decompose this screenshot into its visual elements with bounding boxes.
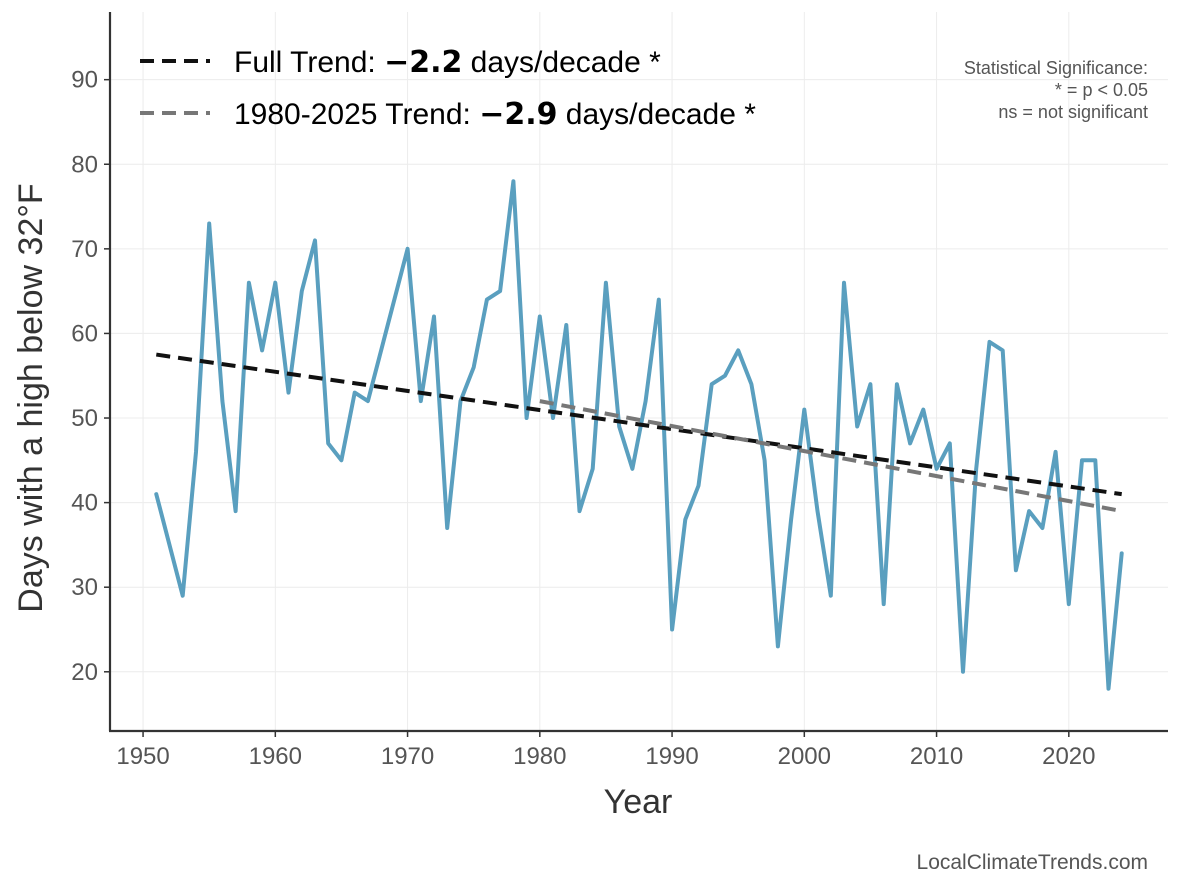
y-tick-label-40: 40 bbox=[71, 490, 98, 517]
source-credit: LocalClimateTrends.com bbox=[917, 851, 1148, 874]
y-tick-label-30: 30 bbox=[71, 574, 98, 601]
y-axis-title: Days with a high below 32°F bbox=[12, 183, 50, 612]
legend-full-trend-value: −2.2 bbox=[384, 45, 462, 80]
legend-full-trend-suffix: days/decade * bbox=[462, 46, 661, 79]
legend-recent-trend-value: −2.9 bbox=[479, 97, 557, 132]
x-tick-label-2000: 2000 bbox=[778, 743, 831, 770]
y-tick-label-80: 80 bbox=[71, 151, 98, 178]
x-axis-title: Year bbox=[604, 783, 673, 821]
y-tick-label-20: 20 bbox=[71, 659, 98, 686]
y-tick-label-90: 90 bbox=[71, 67, 98, 94]
x-tick-label-1970: 1970 bbox=[381, 743, 434, 770]
trend-layer bbox=[156, 352, 1123, 514]
x-tick-label-1950: 1950 bbox=[116, 743, 169, 770]
full-trend-line bbox=[156, 352, 1122, 497]
significance-title: Statistical Significance: bbox=[964, 58, 1148, 78]
legend-recent-trend-label: 1980-2025 Trend: bbox=[234, 98, 479, 131]
x-tick-label-2020: 2020 bbox=[1042, 743, 1095, 770]
legend-recent-trend-suffix: days/decade * bbox=[557, 98, 756, 131]
legend: Full Trend: −2.2 days/decade * 1980-2025… bbox=[140, 45, 756, 132]
significance-ns: ns = not significant bbox=[998, 102, 1148, 122]
x-axis-ticks: 1950 1960 1970 1980 1990 2000 2010 2020 bbox=[116, 731, 1096, 770]
legend-recent-trend: 1980-2025 Trend: −2.9 days/decade * bbox=[234, 97, 756, 132]
y-axis-ticks: 20 30 40 50 60 70 80 90 bbox=[71, 67, 110, 686]
y-tick-label-60: 60 bbox=[71, 320, 98, 347]
legend-full-trend-label: Full Trend: bbox=[234, 46, 384, 79]
significance-note: Statistical Significance: * = p < 0.05 n… bbox=[964, 58, 1148, 122]
legend-full-trend: Full Trend: −2.2 days/decade * bbox=[234, 45, 661, 80]
y-tick-label-50: 50 bbox=[71, 405, 98, 432]
significance-p-value: * = p < 0.05 bbox=[1055, 80, 1148, 100]
series-layer bbox=[154, 179, 1124, 691]
x-tick-label-1960: 1960 bbox=[249, 743, 302, 770]
x-tick-label-1990: 1990 bbox=[645, 743, 698, 770]
series-line-0 bbox=[154, 179, 1124, 691]
x-tick-label-2010: 2010 bbox=[910, 743, 963, 770]
recent-trend-line bbox=[539, 399, 1123, 514]
y-tick-label-70: 70 bbox=[71, 236, 98, 263]
x-tick-label-1980: 1980 bbox=[513, 743, 566, 770]
